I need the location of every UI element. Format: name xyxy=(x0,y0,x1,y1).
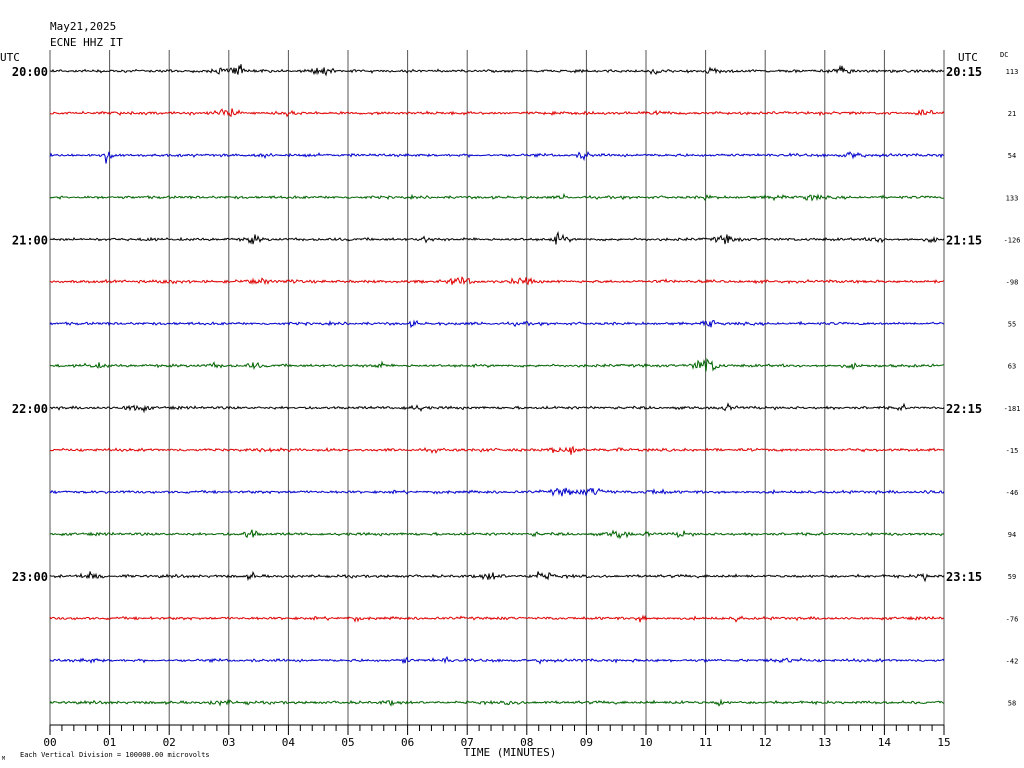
trace-line xyxy=(49,570,945,583)
dc-value-label: -46 xyxy=(1006,489,1019,497)
left-time-label: 22:00 xyxy=(12,402,48,416)
left-time-label: 21:00 xyxy=(12,233,48,247)
dc-value-label: -126 xyxy=(1004,236,1021,244)
x-tick-label: 05 xyxy=(341,736,354,749)
left-time-label: 20:00 xyxy=(12,65,48,79)
date-label: May21,2025 xyxy=(50,20,116,33)
x-tick-label: 13 xyxy=(818,736,831,749)
x-axis-title: TIME (MINUTES) xyxy=(464,746,557,759)
x-tick-label: 07 xyxy=(461,736,474,749)
x-tick-label: 14 xyxy=(878,736,892,749)
dc-offset-labels: 113 21 54 133 -126 -98 55 63 -181 -15 -46 94 59 -76 -4… xyxy=(1004,68,1021,708)
left-time-label: 23:00 xyxy=(12,570,48,584)
seismic-traces xyxy=(49,64,945,707)
dc-value-label: 55 xyxy=(1008,321,1016,329)
dc-value-label: 54 xyxy=(1008,152,1016,160)
x-tick-label: 11 xyxy=(699,736,712,749)
dc-value-label: -181 xyxy=(1004,405,1021,413)
dc-value-label: -42 xyxy=(1006,657,1019,665)
trace-line xyxy=(49,276,945,286)
trace-line xyxy=(49,402,945,414)
right-time-label: 21:15 xyxy=(946,233,982,247)
dc-value-label: -15 xyxy=(1006,447,1019,455)
trace-line xyxy=(49,64,945,77)
dc-value-label: 21 xyxy=(1008,110,1016,118)
dc-value-label: 59 xyxy=(1008,573,1016,581)
x-tick-label: 06 xyxy=(401,736,414,749)
left-utc-label: UTC xyxy=(0,51,20,64)
x-tick-label: 10 xyxy=(639,736,652,749)
x-axis-ticks: 00 01 02 03 04 05 06 07 08 09 10 11 12 13 14 15 xyxy=(43,725,951,749)
left-time-labels: 20:00 21:00 22:00 23:00 xyxy=(12,65,48,584)
dc-value-label: -98 xyxy=(1006,279,1019,287)
right-time-label: 23:15 xyxy=(946,570,982,584)
scale-note: Each Vertical Division = 100000.00 micro… xyxy=(20,751,210,759)
x-tick-label: 02 xyxy=(163,736,176,749)
x-tick-label: 15 xyxy=(937,736,950,749)
trace-line xyxy=(49,487,945,497)
dc-value-label: 63 xyxy=(1008,363,1016,371)
dc-value-label: 133 xyxy=(1006,194,1019,202)
x-tick-label: 08 xyxy=(520,736,533,749)
trace-line xyxy=(49,698,945,707)
trace-line xyxy=(49,655,945,665)
x-tick-label: 04 xyxy=(282,736,296,749)
trace-line xyxy=(49,108,945,118)
trace-line xyxy=(49,230,945,245)
trace-line xyxy=(49,529,945,540)
trace-line xyxy=(49,319,945,329)
x-tick-label: 03 xyxy=(222,736,235,749)
trace-line xyxy=(49,192,945,202)
right-utc-label: UTC xyxy=(958,51,978,64)
trace-line xyxy=(49,151,945,164)
x-tick-label: 12 xyxy=(759,736,772,749)
trace-line xyxy=(49,358,945,372)
station-label: ECNE HHZ IT xyxy=(50,36,123,49)
x-tick-label: 00 xyxy=(43,736,56,749)
right-time-label: 20:15 xyxy=(946,65,982,79)
vertical-gridlines xyxy=(49,50,945,725)
right-time-labels: 20:15 21:15 22:15 23:15 xyxy=(946,65,982,584)
dc-value-label: -76 xyxy=(1006,615,1019,623)
dc-value-label: 58 xyxy=(1008,700,1016,708)
trace-line xyxy=(49,445,945,455)
dc-value-label: 113 xyxy=(1006,68,1019,76)
corner-mark: M xyxy=(2,756,5,762)
trace-line xyxy=(49,614,945,623)
right-time-label: 22:15 xyxy=(946,402,982,416)
x-tick-label: 01 xyxy=(103,736,116,749)
dc-header-label: DC xyxy=(1000,51,1008,59)
x-tick-label: 09 xyxy=(580,736,593,749)
dc-value-label: 94 xyxy=(1008,531,1016,539)
